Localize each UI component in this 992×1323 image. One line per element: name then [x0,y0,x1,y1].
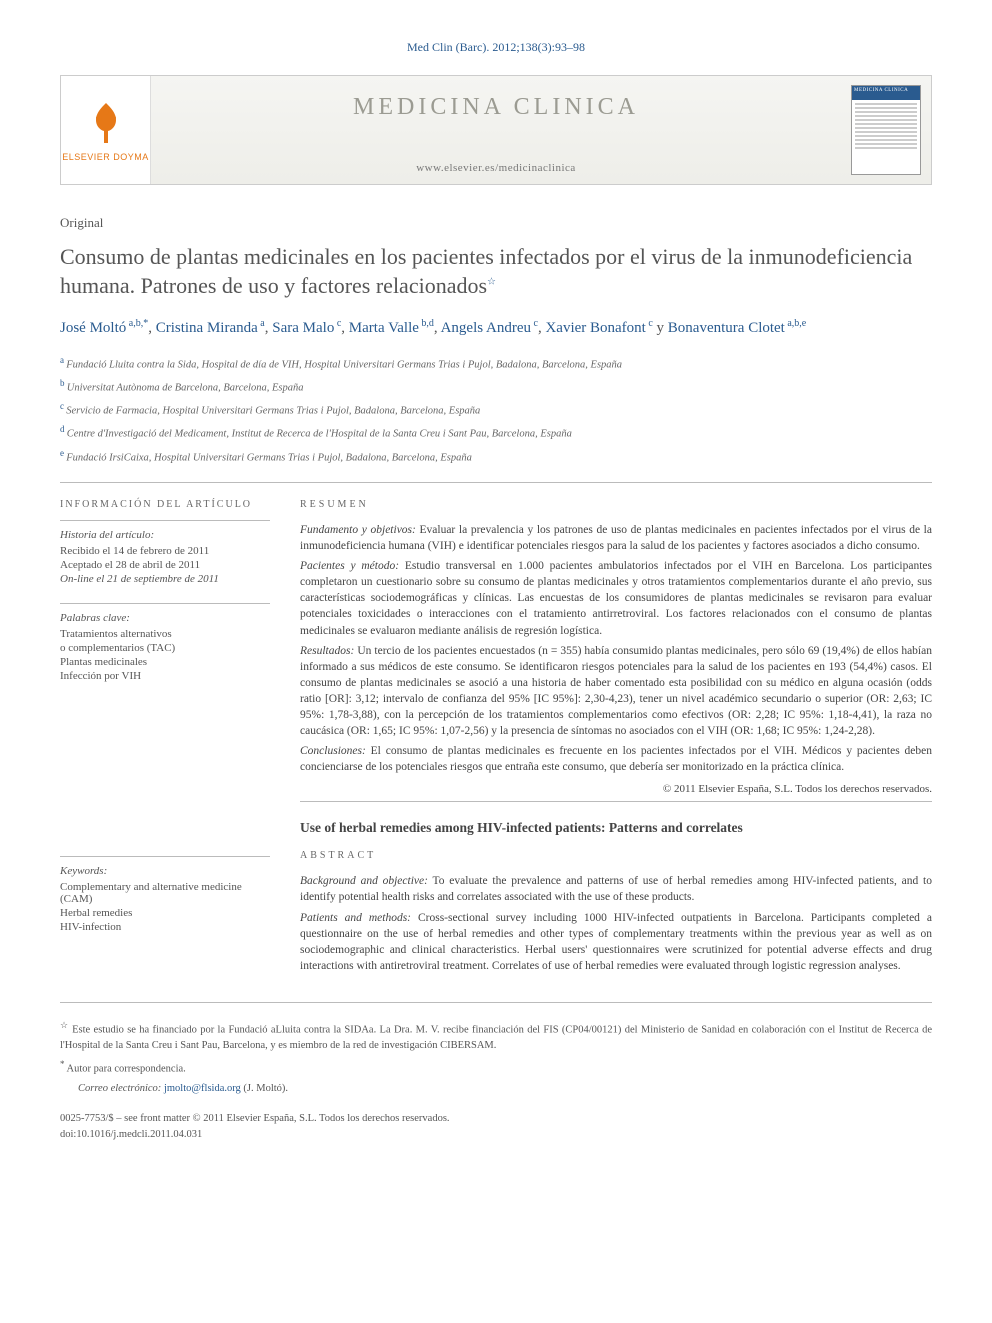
publisher-logo: ELSEVIER DOYMA [61,76,151,184]
main-column-en: ABSTRACT Background and objective: To ev… [300,850,932,978]
journal-banner: ELSEVIER DOYMA MEDICINA CLINICA www.else… [60,75,932,185]
publisher-name: ELSEVIER DOYMA [62,152,149,162]
title-footnote-star: ☆ [487,276,496,287]
abstract-para: Fundamento y objetivos: Evaluar la preva… [300,522,932,554]
affiliation: c Servicio de Farmacia, Hospital Univers… [60,400,932,419]
email-footnote: Correo electrónico: jmolto@flsida.org (J… [60,1081,932,1097]
affiliation: d Centre d'Investigació del Medicament, … [60,423,932,442]
keywords-es-label: Palabras clave: [60,612,270,624]
author-list: José Moltó a,b,*, Cristina Miranda a, Sa… [60,316,932,340]
author: Angels Andreu c [441,320,538,336]
affiliation: b Universitat Autònoma de Barcelona, Bar… [60,377,932,396]
abstract-para: Background and objective: To evaluate th… [300,873,932,905]
separator [60,482,932,483]
author-aff: a,b,* [126,318,148,329]
content-columns-en: Keywords: Complementary and alternative … [60,850,932,978]
cover-thumb-header: MEDICINA CLINICA [852,86,920,100]
keyword: Plantas medicinales [60,656,270,668]
journal-title: MEDICINA CLINICA [353,94,639,121]
history-online: On-line el 21 de septiembre de 2011 [60,573,270,585]
funding-star: ☆ [60,1020,69,1030]
author-aff: a [258,318,265,329]
author: José Moltó a,b,* [60,320,148,336]
keyword: Complementary and alternative medicine (… [60,881,270,905]
abstract-para: Conclusiones: El consumo de plantas medi… [300,743,932,775]
author-name[interactable]: Sara Malo [272,320,334,336]
corr-label: Autor para correspondencia. [65,1063,186,1074]
abstract-heading: ABSTRACT [300,850,932,861]
abstract-body: Background and objective: To evaluate th… [300,873,932,974]
content-columns: INFORMACIÓN DEL ARTÍCULO Historia del ar… [60,499,932,850]
footnotes: ☆ Este estudio se ha financiado por la F… [60,1019,932,1097]
corresponding-footnote: * Autor para correspondencia. [60,1058,932,1077]
author-aff: c [531,318,538,329]
author-name[interactable]: Xavier Bonafont [545,320,645,336]
article-title-text: Consumo de plantas medicinales en los pa… [60,244,912,298]
abstract-para: Patients and methods: Cross-sectional su… [300,910,932,974]
email-author: (J. Moltó). [241,1083,288,1094]
keywords-en-label: Keywords: [60,865,270,877]
abstract-para: Resultados: Un tercio de los pacientes e… [300,643,932,740]
cover-thumbnail: MEDICINA CLINICA [851,85,921,175]
english-title: Use of herbal remedies among HIV-infecte… [300,820,932,836]
footnote-separator [60,1002,932,1003]
keywords-en-list: Complementary and alternative medicine (… [60,881,270,933]
keyword: o complementarios (TAC) [60,642,270,654]
info-heading: INFORMACIÓN DEL ARTÍCULO [60,499,270,510]
footer: 0025-7753/$ – see front matter © 2011 El… [60,1111,932,1143]
keyword: Infección por VIH [60,670,270,682]
keywords-en-block: Keywords: Complementary and alternative … [60,856,270,933]
main-column: RESUMEN Fundamento y objetivos: Evaluar … [300,499,932,850]
issn-line: 0025-7753/$ – see front matter © 2011 El… [60,1111,932,1127]
email-label: Correo electrónico: [78,1083,164,1094]
sidebar-en: Keywords: Complementary and alternative … [60,850,270,978]
keyword: Herbal remedies [60,907,270,919]
funding-text: Este estudio se ha financiado por la Fun… [60,1024,932,1051]
resumen-copyright: © 2011 Elsevier España, S.L. Todos los d… [300,783,932,795]
funding-footnote: ☆ Este estudio se ha financiado por la F… [60,1019,932,1054]
author-name[interactable]: Bonaventura Clotet [668,320,785,336]
author-aff: c [334,318,341,329]
resumen-body: Fundamento y objetivos: Evaluar la preva… [300,522,932,775]
author-name[interactable]: Marta Valle [349,320,419,336]
history-accepted: Aceptado el 28 de abril de 2011 [60,559,270,571]
author-name[interactable]: José Moltó [60,320,126,336]
author: Bonaventura Clotet a,b,e [668,320,806,336]
separator-thin [300,801,932,802]
author: Sara Malo c [272,320,341,336]
elsevier-tree-icon [81,98,131,148]
author-name[interactable]: Angels Andreu [441,320,531,336]
author: Marta Valle b,d [349,320,434,336]
author-aff: a,b,e [785,318,806,329]
keyword: Tratamientos alternativos [60,628,270,640]
keywords-es-list: Tratamientos alternativos o complementari… [60,628,270,682]
resumen-heading: RESUMEN [300,499,932,510]
author: Cristina Miranda a [156,320,265,336]
author-name[interactable]: Cristina Miranda [156,320,258,336]
abstract-para: Pacientes y método: Estudio transversal … [300,558,932,638]
affiliations: a Fundació Lluita contra la Sida, Hospit… [60,354,932,466]
doi[interactable]: doi:10.1016/j.medcli.2011.04.031 [60,1127,932,1143]
journal-url[interactable]: www.elsevier.es/medicinaclinica [416,162,576,174]
history-label: Historia del artículo: [60,529,270,541]
history-received: Recibido el 14 de febrero de 2011 [60,545,270,557]
cover-thumbnail-area: MEDICINA CLINICA [841,76,931,184]
keywords-es-block: Palabras clave: Tratamientos alternativo… [60,603,270,682]
corresponding-email[interactable]: jmolto@flsida.org [164,1083,241,1094]
header-citation: Med Clin (Barc). 2012;138(3):93–98 [60,40,932,55]
banner-center: MEDICINA CLINICA www.elsevier.es/medicin… [151,76,841,184]
sidebar: INFORMACIÓN DEL ARTÍCULO Historia del ar… [60,499,270,850]
keyword: HIV-infection [60,921,270,933]
article-type: Original [60,215,932,231]
article-title: Consumo de plantas medicinales en los pa… [60,243,932,300]
author-aff: c [646,318,653,329]
affiliation: a Fundació Lluita contra la Sida, Hospit… [60,354,932,373]
history-block: Historia del artículo: Recibido el 14 de… [60,520,270,585]
affiliation: e Fundació IrsiCaixa, Hospital Universit… [60,447,932,466]
author: Xavier Bonafont c [545,320,652,336]
author-aff: b,d [419,318,434,329]
